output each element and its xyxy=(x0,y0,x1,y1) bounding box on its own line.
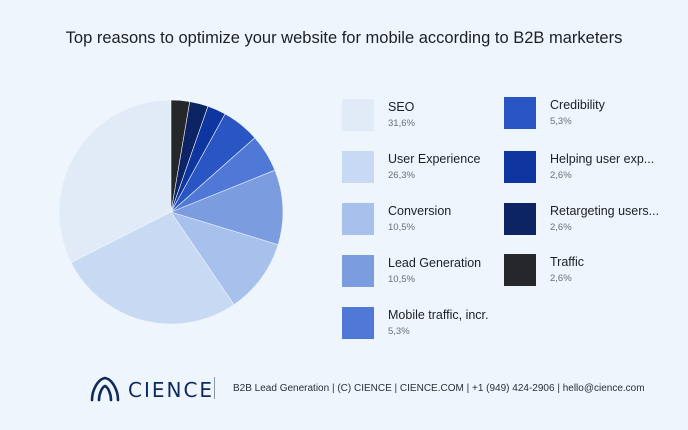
legend-value-retargeting-users: 2,6% xyxy=(550,222,572,233)
legend-label-helping-user-exp: Helping user exp... xyxy=(550,152,655,166)
pie-slice-traffic xyxy=(170,99,191,213)
legend-item-conversion: Conversion 10,5% xyxy=(342,203,512,239)
pie-slice-conversion xyxy=(170,211,279,306)
legend-label-conversion: Conversion xyxy=(388,204,452,218)
legend-label-seo: SEO xyxy=(388,100,415,114)
legend-swatch-user-experience xyxy=(342,151,374,183)
legend-value-lead-generation: 10,5% xyxy=(388,274,415,285)
legend-item-credibility: Credibility 5,3% xyxy=(504,97,674,133)
legend-value-conversion: 10,5% xyxy=(388,222,415,233)
legend-label-user-experience: User Experience xyxy=(388,152,481,166)
pie-slice-lead-generation xyxy=(170,169,284,245)
legend-swatch-lead-generation xyxy=(342,255,374,287)
legend-swatch-conversion xyxy=(342,203,374,235)
legend-swatch-helping-user-exp xyxy=(504,151,536,183)
legend-label-lead-generation: Lead Generation xyxy=(388,256,482,270)
legend-value-user-experience: 26,3% xyxy=(388,170,415,181)
legend-value-mobile-traffic: 5,3% xyxy=(388,326,410,337)
legend-item-user-experience: User Experience 26,3% xyxy=(342,151,512,187)
legend-label-mobile-traffic: Mobile traffic, incr. xyxy=(388,308,489,322)
legend-value-traffic: 2,6% xyxy=(550,273,572,284)
pie-chart xyxy=(58,99,284,325)
legend-item-lead-generation: Lead Generation 10,5% xyxy=(342,255,512,291)
legend-label-retargeting-users: Retargeting users... xyxy=(550,204,660,218)
chart-title: Top reasons to optimize your website for… xyxy=(65,29,623,47)
legend-swatch-mobile-traffic xyxy=(342,307,374,339)
cience-logo-icon xyxy=(90,376,120,402)
legend-swatch-traffic xyxy=(504,254,536,286)
legend-item-seo: SEO 31,6% xyxy=(342,99,512,135)
legend-label-traffic: Traffic xyxy=(550,255,585,269)
legend-value-seo: 31,6% xyxy=(388,118,415,129)
legend-swatch-retargeting-users xyxy=(504,203,536,235)
legend-item-traffic: Traffic 2,6% xyxy=(504,254,674,290)
legend-swatch-credibility xyxy=(504,97,536,129)
footer-divider xyxy=(214,377,215,399)
pie-slice-user-experience xyxy=(70,211,235,325)
brand-name: CIENCE xyxy=(128,378,215,402)
pie-slice-seo xyxy=(58,99,172,264)
legend-value-helping-user-exp: 2,6% xyxy=(550,170,572,181)
legend-value-credibility: 5,3% xyxy=(550,116,572,127)
legend-item-mobile-traffic: Mobile traffic, incr. 5,3% xyxy=(342,307,512,343)
legend-item-helping-user-exp: Helping user exp... 2,6% xyxy=(504,151,674,187)
footer-contact-text: B2B Lead Generation | (C) CIENCE | CIENC… xyxy=(233,383,645,394)
legend-item-retargeting-users: Retargeting users... 2,6% xyxy=(504,203,674,239)
legend-swatch-seo xyxy=(342,99,374,131)
legend-label-credibility: Credibility xyxy=(550,98,605,112)
